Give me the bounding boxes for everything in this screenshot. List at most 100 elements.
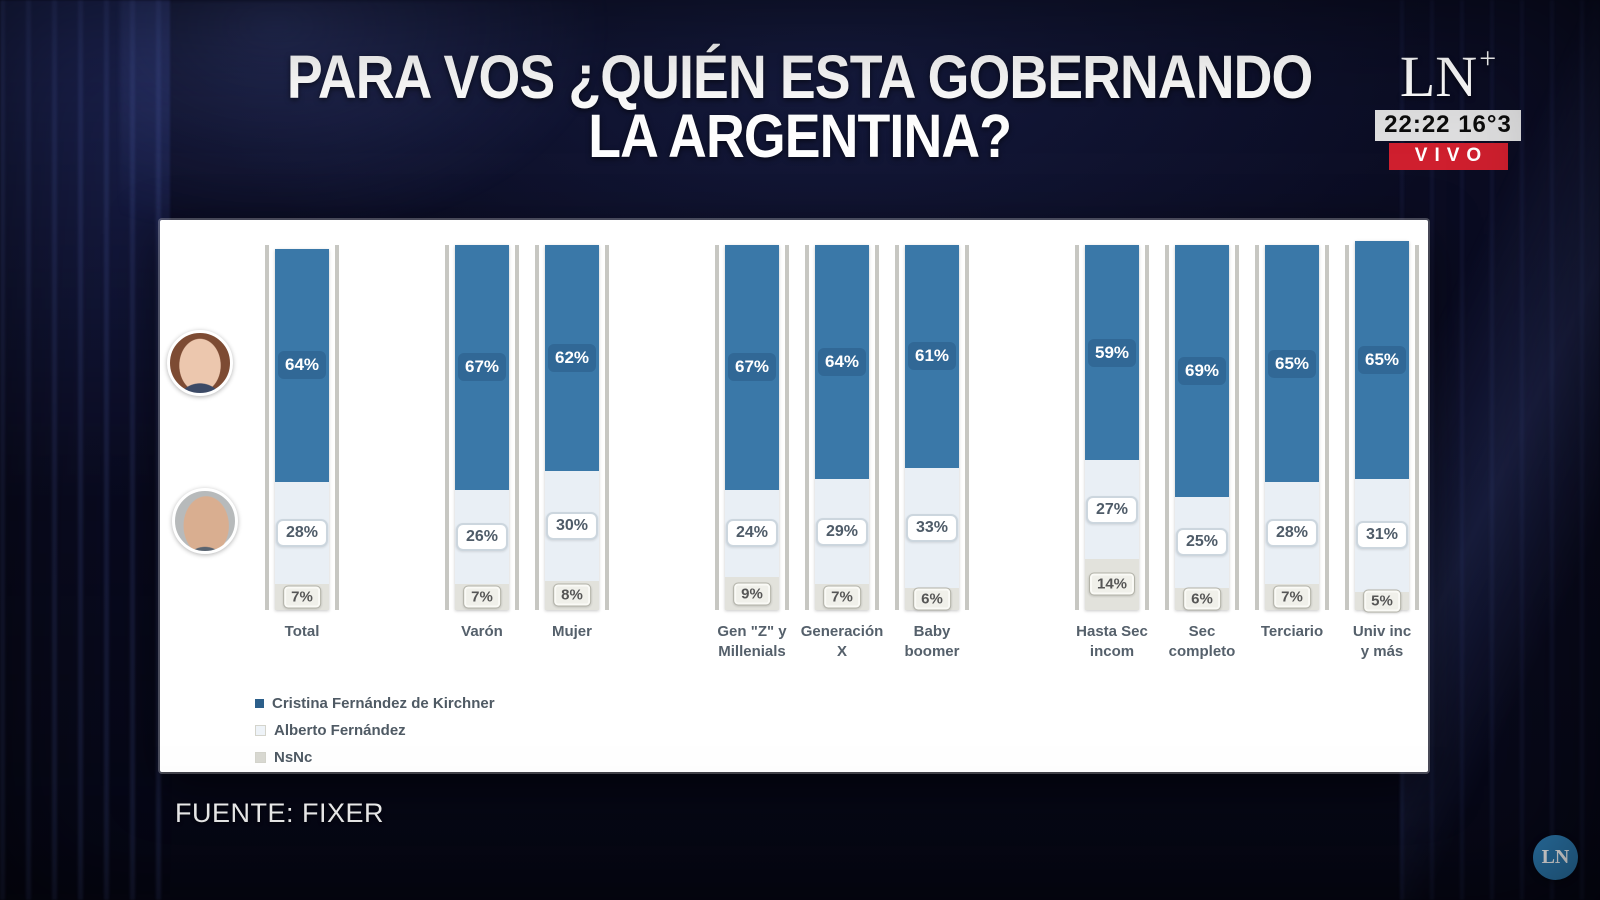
bar-segment-cristina: 69% <box>1175 245 1229 497</box>
channel-logo: LN+ <box>1364 44 1532 106</box>
bar-segment-cristina: 67% <box>725 245 779 490</box>
value-label-cristina: 62% <box>547 344 597 373</box>
bar-segment-cristina: 62% <box>545 245 599 472</box>
value-label-alberto: 24% <box>725 519 779 548</box>
bar-track-wrap: 64% 29% 7% <box>805 245 879 610</box>
legend-label-alberto: Alberto Fernández <box>274 722 406 739</box>
stacked-bar: 65% 31% 5% <box>1355 241 1409 613</box>
bar-track-wrap: 61% 33% 6% <box>895 245 969 611</box>
stacked-bar: 61% 33% 6% <box>905 245 959 611</box>
bar-track <box>1165 245 1239 610</box>
stacked-bar: 64% 28% 7% <box>275 248 329 610</box>
value-label-nsnc: 5% <box>1363 589 1401 613</box>
avatar-alberto-fernandez-photo <box>172 488 238 554</box>
bar-segment-alberto: 27% <box>1085 460 1139 559</box>
value-label-cristina: 65% <box>1267 349 1317 378</box>
bar-category-label: Generación X <box>800 623 884 660</box>
bar-groups: 64% 28% 7% Total 67% 26% 7% Varón 62% 30% 8% Mujer 6… <box>257 241 1427 662</box>
value-label-alberto: 28% <box>275 519 329 548</box>
bar-segment-alberto: 28% <box>1265 482 1319 585</box>
channel-logo-plus-icon: + <box>1479 42 1497 75</box>
bar-track <box>805 245 879 610</box>
bar-column: 69% 25% 6% Sec completo <box>1157 245 1247 662</box>
bar-track <box>1345 245 1419 610</box>
bar-column: 59% 27% 14% Hasta Sec incom <box>1067 245 1157 662</box>
bar-track <box>1255 245 1329 610</box>
headline-line1: PARA VOS ¿QUIÉN ESTA GOBERNANDO <box>287 43 1313 111</box>
stacked-bar: 62% 30% 8% <box>545 245 599 610</box>
bar-track-wrap: 67% 24% 9% <box>715 245 789 610</box>
clock-time: 22:22 <box>1384 111 1451 138</box>
background-cityscape-left <box>0 0 170 900</box>
value-label-alberto: 28% <box>1265 519 1319 548</box>
bar-segment-nsnc: 14% <box>1085 558 1139 610</box>
legend-item: Alberto Fernández <box>255 717 495 744</box>
bar-segment-nsnc: 8% <box>545 580 599 610</box>
stacked-bar: 67% 24% 9% <box>725 245 779 610</box>
bar-track-wrap: 64% 28% 7% <box>265 245 339 610</box>
bar-segment-cristina: 65% <box>1355 241 1409 479</box>
value-label-alberto: 30% <box>545 512 599 541</box>
bar-track <box>445 245 519 610</box>
time-temperature-box: 22:22 16°3 <box>1375 110 1521 141</box>
bar-column: 67% 24% 9% Gen "Z" y Millenials <box>707 245 797 662</box>
legend-swatch-nsnc <box>255 752 266 763</box>
background-city-glow <box>120 0 640 260</box>
bar-segment-nsnc: 7% <box>1265 584 1319 610</box>
bar-category-label: Varón <box>461 623 503 640</box>
bar-track-wrap: 67% 26% 7% <box>445 245 519 610</box>
value-label-cristina: 67% <box>457 353 507 382</box>
bar-track <box>265 245 339 610</box>
bar-column: 61% 33% 6% Baby boomer <box>887 245 977 662</box>
bar-column: 64% 29% 7% Generación X <box>797 245 887 662</box>
headline-line2: LA ARGENTINA? <box>588 101 1013 170</box>
value-label-alberto: 25% <box>1175 528 1229 557</box>
channel-logo-text: LN <box>1399 44 1478 109</box>
channel-bug: LN+ 22:22 16°3 VIVO <box>1364 44 1532 170</box>
live-badge: VIVO <box>1388 143 1508 170</box>
bar-segment-cristina: 64% <box>815 245 869 479</box>
bar-category-label: Baby boomer <box>904 623 960 660</box>
value-label-nsnc: 7% <box>823 585 861 609</box>
avatar-cristina-fernandez-photo <box>167 330 233 396</box>
value-label-nsnc: 7% <box>283 585 321 609</box>
bar-segment-cristina: 59% <box>1085 245 1139 461</box>
bar-column: 62% 30% 8% Mujer <box>527 245 617 662</box>
legend-label-nsnc: NsNc <box>274 749 313 766</box>
bar-column: 67% 26% 7% Varón <box>437 245 527 662</box>
temperature: 16°3 <box>1458 111 1512 138</box>
bar-segment-nsnc: 7% <box>815 584 869 610</box>
bar-segment-alberto: 26% <box>455 489 509 585</box>
value-label-nsnc: 7% <box>1273 585 1311 609</box>
bar-segment-nsnc: 6% <box>905 587 959 611</box>
stacked-bar: 65% 28% 7% <box>1265 245 1319 610</box>
value-label-cristina: 64% <box>277 351 327 380</box>
bar-group: 67% 24% 9% Gen "Z" y Millenials 64% 29% 7% Gene… <box>707 245 977 662</box>
bar-segment-nsnc: 7% <box>455 584 509 610</box>
bar-segment-cristina: 61% <box>905 245 959 468</box>
bar-track-wrap: 65% 31% 5% <box>1345 241 1419 613</box>
bar-category-label: Total <box>284 623 320 640</box>
bar-category-label: Gen "Z" y Millenials <box>717 623 787 660</box>
bar-column: 64% 28% 7% Total <box>257 245 347 662</box>
bar-column: 65% 28% 7% Terciario <box>1247 245 1337 662</box>
bar-track-wrap: 59% 27% 14% <box>1075 245 1149 610</box>
bar-segment-alberto: 25% <box>1175 496 1229 589</box>
value-label-nsnc: 6% <box>1183 587 1221 611</box>
legend-swatch-alberto <box>255 725 266 736</box>
bar-column: 65% 31% 5% Univ inc y más <box>1337 241 1427 662</box>
bar-track <box>535 245 609 610</box>
bar-track-wrap: 62% 30% 8% <box>535 245 609 610</box>
bar-segment-nsnc: 7% <box>275 584 329 610</box>
value-label-nsnc: 6% <box>913 587 951 611</box>
bar-track <box>895 245 969 610</box>
bar-track-wrap: 69% 25% 6% <box>1165 245 1239 611</box>
bar-track <box>715 245 789 610</box>
value-label-cristina: 64% <box>817 347 867 376</box>
bar-group: 67% 26% 7% Varón 62% 30% 8% Mujer <box>437 245 617 662</box>
headline: PARA VOS ¿QUIÉN ESTA GOBERNANDO LA ARGEN… <box>0 43 1600 170</box>
bar-segment-alberto: 24% <box>725 489 779 578</box>
bar-segment-cristina: 65% <box>1265 245 1319 483</box>
value-label-cristina: 67% <box>727 353 777 382</box>
source-caption: FUENTE: FIXER <box>175 798 385 828</box>
